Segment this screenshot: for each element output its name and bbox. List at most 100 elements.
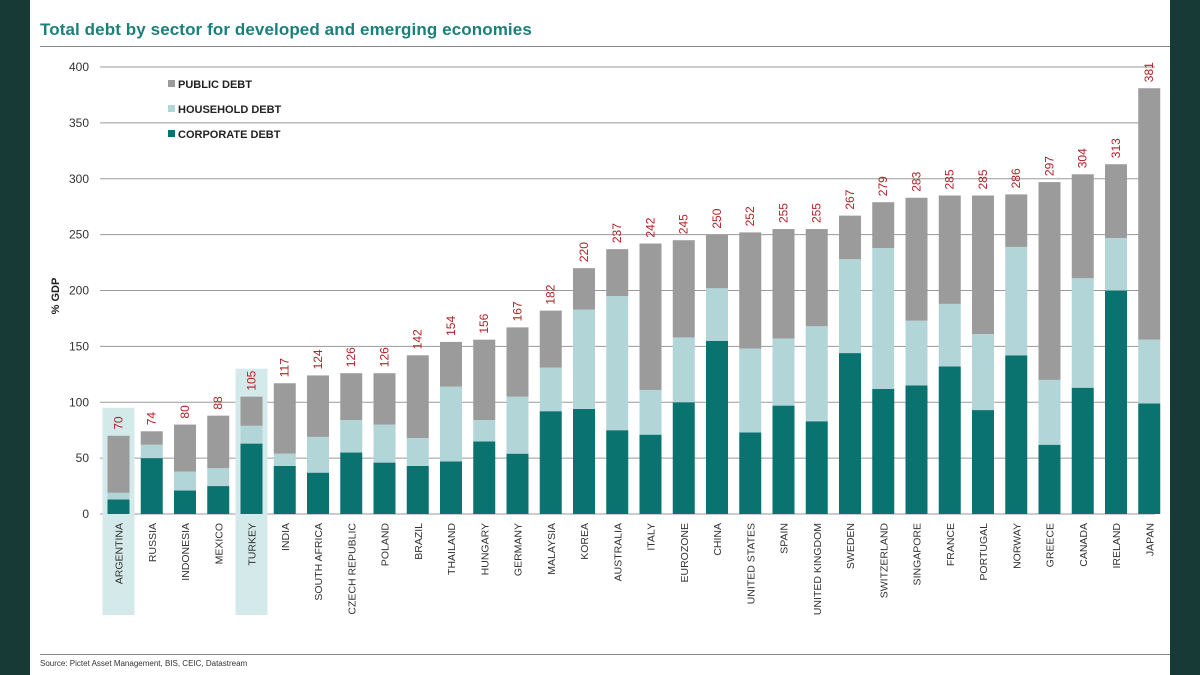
bar-public-debt-argentina (107, 435, 130, 493)
bar-corporate-debt-japan (1138, 403, 1161, 514)
total-labels: 70 74 80 88 105 117 124 126 126 142 154 156 167 182 22… (112, 62, 1157, 430)
bar-corporate-debt-ireland (1105, 290, 1127, 514)
x-tick-label: RUSSIA (147, 523, 159, 562)
total-label: 285 (976, 169, 990, 189)
legend-swatch (168, 105, 175, 112)
total-label: 88 (211, 396, 225, 410)
bar-public-debt-mexico (207, 415, 230, 469)
bar-household-debt-greece (1038, 379, 1061, 445)
bar-household-debt-japan (1138, 339, 1161, 404)
bar-household-debt-united-kingdom (805, 326, 828, 422)
y-tick-label: 100 (69, 395, 89, 409)
bar-corporate-debt-china (706, 340, 728, 514)
bars (107, 88, 1161, 514)
bar-corporate-debt-united-states (739, 432, 762, 514)
total-label: 285 (943, 169, 957, 189)
title-divider (40, 46, 1170, 47)
x-tick-label: POLAND (380, 523, 392, 567)
legend-swatch (168, 130, 175, 137)
bar-public-debt-greece (1038, 182, 1061, 380)
bar-corporate-debt-hungary (473, 441, 496, 514)
total-label: 283 (910, 171, 924, 191)
bar-corporate-debt-indonesia (174, 490, 196, 514)
bar-household-debt-portugal (972, 334, 994, 411)
y-tick-label: 150 (69, 339, 89, 353)
bar-corporate-debt-india (273, 465, 296, 514)
footer-divider (40, 654, 1170, 655)
x-tick-label: SINGAPORE (912, 523, 924, 585)
y-axis-label: % GDP (50, 278, 62, 315)
bar-public-debt-turkey (240, 396, 263, 426)
bar-corporate-debt-spain (772, 405, 795, 514)
bar-corporate-debt-canada (1071, 387, 1094, 514)
bar-household-debt-ireland (1105, 237, 1127, 291)
x-tick-label: IRELAND (1111, 523, 1123, 569)
x-tick-label: EUROZONE (679, 523, 691, 583)
stacked-bar-chart: 0 50 100 150 200 250 300 350 400 70 74 80 88 105 117 1… (50, 60, 1161, 616)
bar-corporate-debt-brazil (406, 465, 429, 514)
bar-corporate-debt-eurozone (672, 402, 695, 514)
total-label: 242 (644, 217, 658, 237)
x-tick-label: PORTUGAL (978, 523, 990, 581)
x-tick-label: NORWAY (1011, 523, 1023, 569)
total-label: 297 (1043, 156, 1057, 176)
bar-corporate-debt-czech-republic (340, 452, 363, 514)
bar-public-debt-hungary (473, 339, 496, 421)
x-tick-label: HUNGARY (479, 523, 491, 575)
bar-household-debt-indonesia (174, 471, 196, 491)
total-label: 126 (378, 347, 392, 367)
total-label: 80 (178, 405, 192, 419)
bar-household-debt-russia (140, 444, 163, 459)
bar-household-debt-poland (373, 424, 396, 463)
bar-public-debt-eurozone (672, 240, 695, 338)
bar-household-debt-malaysia (539, 367, 562, 412)
bar-corporate-debt-malaysia (539, 411, 562, 514)
bar-household-debt-mexico (207, 468, 230, 487)
bar-household-debt-brazil (406, 438, 429, 466)
bar-household-debt-canada (1071, 278, 1094, 388)
bar-household-debt-spain (772, 338, 795, 406)
bar-public-debt-japan (1138, 88, 1161, 340)
x-tick-label: GREECE (1045, 523, 1057, 567)
x-tick-label: INDIA (280, 523, 292, 551)
x-tick-label: BRAZIL (413, 523, 425, 560)
bar-public-debt-south-africa (307, 375, 329, 437)
bar-public-debt-indonesia (174, 424, 196, 472)
bar-corporate-debt-singapore (905, 385, 928, 514)
total-label: 154 (444, 316, 458, 336)
bar-corporate-debt-united-kingdom (805, 421, 828, 514)
x-tick-label: KOREA (579, 523, 591, 560)
bar-corporate-debt-korea (573, 408, 595, 514)
bar-household-debt-eurozone (672, 337, 695, 403)
bar-household-debt-united-states (739, 348, 762, 433)
bar-household-debt-switzerland (872, 248, 895, 389)
total-label: 220 (577, 242, 591, 262)
bar-public-debt-india (273, 383, 296, 454)
x-tick-label: CZECH REPUBLIC (346, 523, 358, 615)
x-tick-label: AUSTRALIA (612, 523, 624, 581)
total-label: 313 (1109, 138, 1123, 158)
total-label: 267 (843, 189, 857, 209)
total-label: 381 (1142, 62, 1156, 82)
total-label: 167 (511, 301, 525, 321)
bar-public-debt-ireland (1105, 164, 1127, 238)
bar-public-debt-spain (772, 229, 795, 339)
legend-label: HOUSEHOLD DEBT (178, 104, 282, 116)
y-tick-label: 400 (69, 60, 89, 74)
x-tick-labels: ARGENTINA RUSSIA INDONESIA MEXICO TURKEY INDI… (114, 523, 1157, 616)
total-label: 250 (710, 208, 724, 228)
bar-public-debt-united-kingdom (805, 229, 828, 327)
bar-corporate-debt-thailand (440, 461, 462, 514)
x-tick-label: THAILAND (446, 523, 458, 575)
bar-household-debt-czech-republic (340, 420, 363, 453)
x-tick-label: UNITED KINGDOM (812, 523, 824, 615)
bar-public-debt-canada (1071, 174, 1094, 279)
x-tick-label: SWITZERLAND (878, 523, 890, 599)
total-label: 255 (777, 203, 791, 223)
x-tick-label: SPAIN (779, 523, 791, 554)
y-tick-label: 300 (69, 172, 89, 186)
bar-public-debt-italy (639, 243, 662, 390)
bar-public-debt-germany (506, 327, 529, 397)
bar-corporate-debt-sweden (839, 353, 861, 514)
bar-corporate-debt-france (938, 366, 961, 514)
